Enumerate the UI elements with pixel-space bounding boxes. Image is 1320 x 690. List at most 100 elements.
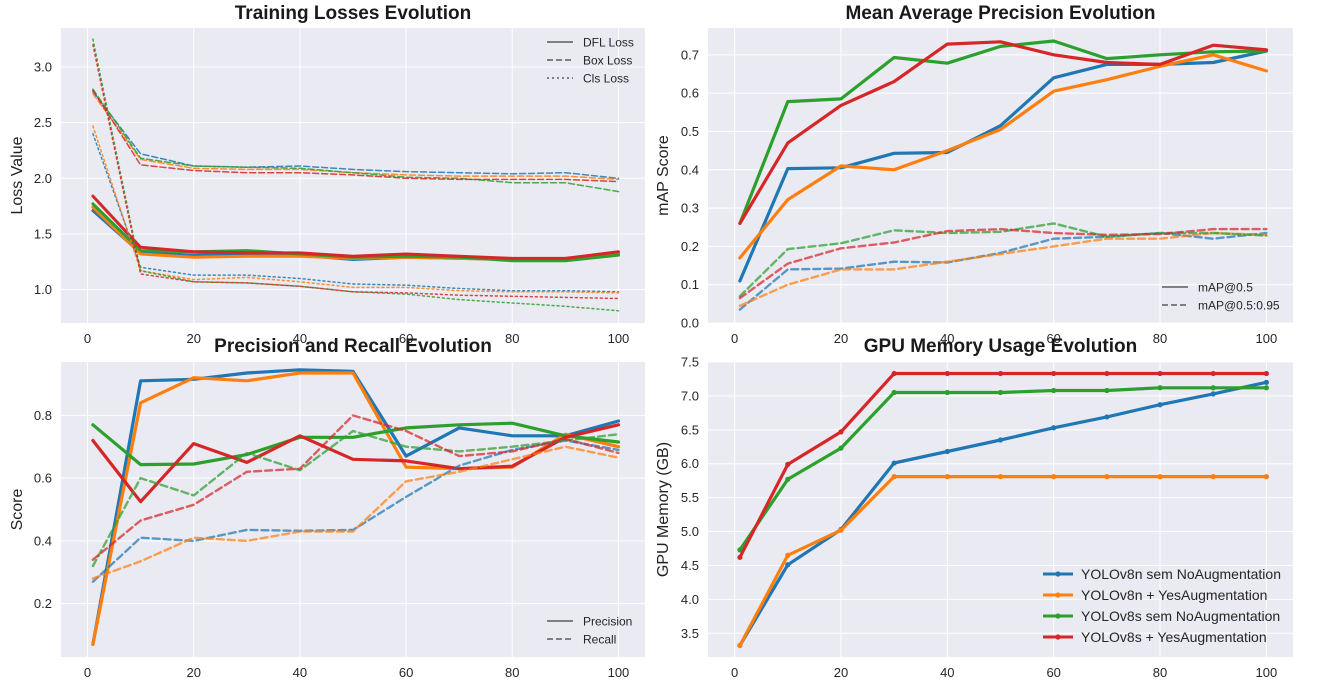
y-tick-label: 3.0 <box>34 59 52 74</box>
series-line <box>91 429 620 568</box>
x-tick-label: 80 <box>1153 331 1167 346</box>
y-tick-label: 7.0 <box>681 388 699 403</box>
legend-label: YOLOv8n + YesAugmentation <box>1081 587 1267 603</box>
legend-label: mAP@0.5:0.95 <box>1198 299 1280 313</box>
y-axis-label: Loss Value <box>9 136 26 214</box>
y-tick-label: 0.0 <box>681 316 699 331</box>
y-tick-label: 0.5 <box>681 124 699 139</box>
x-tick-label: 40 <box>940 665 954 680</box>
chart-title: GPU Memory Usage Evolution <box>864 336 1137 357</box>
data-point <box>1104 414 1110 420</box>
y-tick-label: 5.0 <box>681 524 699 539</box>
y-tick-label: 0.7 <box>681 47 699 62</box>
data-point <box>1157 474 1163 480</box>
data-point <box>944 448 950 455</box>
y-tick-label: 0.6 <box>681 86 699 101</box>
legend: YOLOv8n sem NoAugmentation YOLOv8n + YesA… <box>1043 566 1281 645</box>
y-axis-label: Score <box>9 489 26 531</box>
series-line <box>91 445 620 580</box>
legend-marker <box>1055 571 1061 577</box>
legend: DFL Loss Box Loss Cls Loss <box>547 36 634 86</box>
data-point <box>997 474 1004 480</box>
data-point <box>1051 370 1057 377</box>
data-point <box>1157 402 1163 408</box>
data-point <box>1104 370 1110 377</box>
y-tick-label: 6.0 <box>681 456 699 471</box>
series-line <box>91 414 620 561</box>
series-line <box>92 90 620 180</box>
series-line <box>92 125 620 294</box>
data-point <box>944 474 950 480</box>
x-tick-label: 100 <box>1256 331 1278 346</box>
y-tick-label: 0.6 <box>34 471 52 486</box>
data-point <box>891 370 897 377</box>
legend-label: Box Loss <box>583 54 632 68</box>
legend-label: Cls Loss <box>583 72 629 86</box>
y-tick-label: 1.0 <box>34 282 52 297</box>
data-point <box>1263 385 1270 391</box>
series-line <box>738 227 1268 300</box>
x-tick-label: 80 <box>505 665 519 680</box>
data-point <box>785 552 791 558</box>
legend-label: Precision <box>583 615 632 629</box>
panel-precision_recall: 0 20 40 60 80 100 0.2 0.4 0.6 0.8 Precision and Re… <box>9 336 645 680</box>
data-point <box>997 437 1004 443</box>
legend-label: mAP@0.5 <box>1198 281 1253 295</box>
legend-marker <box>1055 592 1061 598</box>
series-line <box>92 43 620 300</box>
legend: Precision Recall <box>547 615 632 647</box>
x-tick-label: 60 <box>399 665 413 680</box>
legend-marker <box>1055 613 1061 619</box>
data-point <box>1210 474 1216 480</box>
legend-label: YOLOv8n sem NoAugmentation <box>1081 566 1281 582</box>
legend-marker <box>1055 634 1061 640</box>
x-tick-label: 100 <box>608 331 630 346</box>
legend-label: DFL Loss <box>583 36 634 50</box>
data-point <box>997 370 1004 377</box>
chart-title: Training Losses Evolution <box>235 3 471 24</box>
x-tick-label: 20 <box>186 331 200 346</box>
series-line <box>92 133 620 293</box>
y-tick-label: 3.5 <box>681 626 699 641</box>
data-point <box>838 527 844 533</box>
y-tick-label: 1.5 <box>34 226 52 241</box>
x-tick-label: 40 <box>293 331 307 346</box>
data-point <box>1210 385 1216 391</box>
series-line <box>91 423 621 504</box>
series-line <box>92 88 620 193</box>
data-point <box>997 389 1004 396</box>
x-tick-label: 40 <box>940 331 954 346</box>
data-point <box>838 429 844 435</box>
legend: mAP@0.5 mAP@0.5:0.95 <box>1162 281 1280 313</box>
x-tick-label: 80 <box>1153 665 1167 680</box>
data-point <box>838 445 844 451</box>
data-point <box>891 389 897 396</box>
data-point <box>737 642 743 649</box>
series-line <box>92 89 620 183</box>
series-line <box>738 40 1269 225</box>
series-line <box>738 53 1269 260</box>
x-tick-label: 0 <box>84 331 91 346</box>
panel-losses: 0 20 40 60 80 100 1.0 1.5 2.0 2.5 3.0 Training Loss… <box>9 3 645 346</box>
data-point <box>891 474 897 480</box>
y-tick-label: 0.4 <box>34 533 52 548</box>
data-point <box>1210 391 1216 397</box>
data-point <box>1157 385 1163 391</box>
data-point <box>944 370 950 377</box>
y-tick-label: 5.5 <box>681 490 699 505</box>
data-point <box>1263 474 1270 480</box>
x-tick-label: 60 <box>399 331 413 346</box>
x-tick-label: 40 <box>293 665 307 680</box>
x-tick-label: 80 <box>505 331 519 346</box>
data-point <box>785 562 791 568</box>
panel-gpu: 0 20 40 60 80 100 3.5 4.0 4.5 5.0 5.5 6.0 6.5 7.0 7.5 G… <box>655 336 1293 680</box>
series-line <box>738 39 1269 225</box>
x-tick-label: 20 <box>834 665 848 680</box>
y-tick-label: 4.5 <box>681 558 699 573</box>
data-point <box>1263 370 1270 377</box>
series-line <box>738 231 1268 307</box>
data-point <box>1051 425 1057 431</box>
legend-label: YOLOv8s + YesAugmentation <box>1081 629 1267 645</box>
